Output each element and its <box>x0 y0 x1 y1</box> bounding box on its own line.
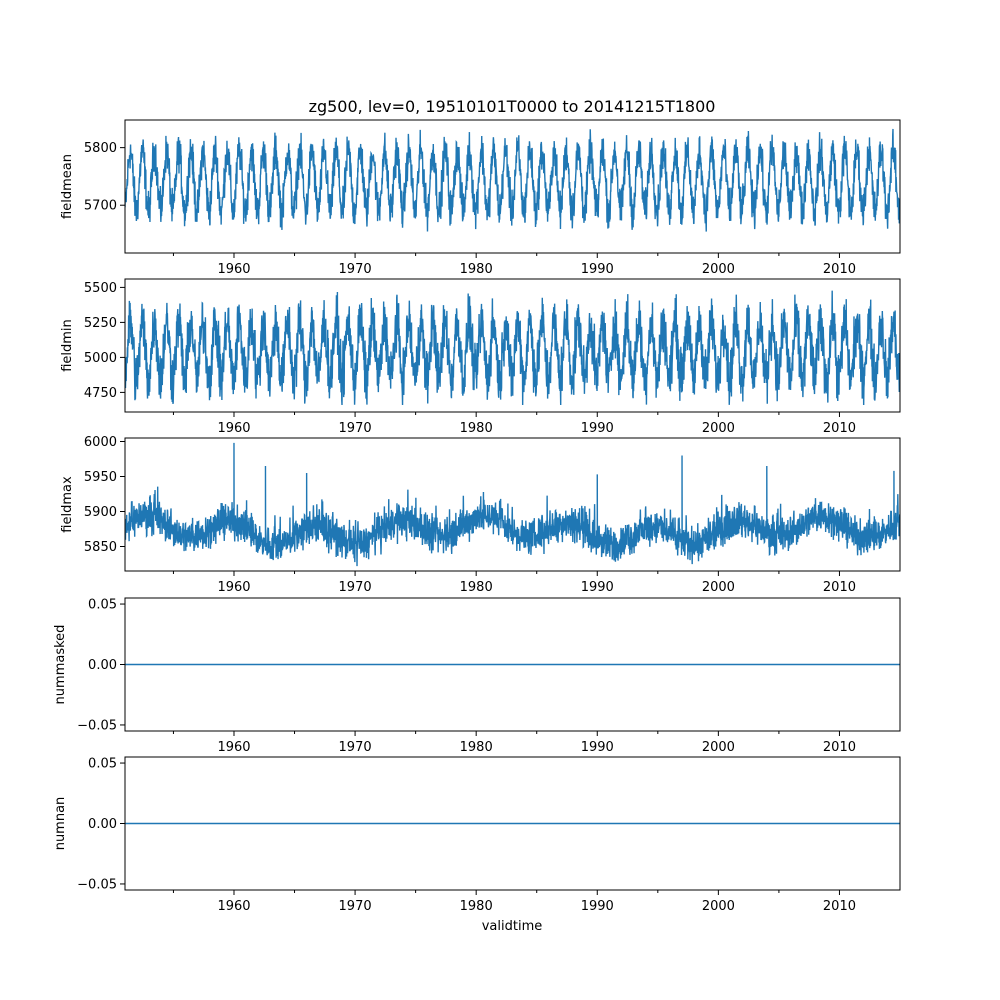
y-tick-label: 0.05 <box>88 757 117 772</box>
panel-fieldmin: 1960 1970 1980 1990 2000 2010 4750 5000 5250 5500… <box>60 278 901 436</box>
x-axis-label: validtime <box>482 919 543 934</box>
panel-numnan: 1960 1970 1980 1990 2000 2010 −0.05 0.00 0.05 num… <box>53 756 901 914</box>
x-tick-label: 2010 <box>823 421 856 436</box>
x-tick-label: 1980 <box>460 262 493 277</box>
x-tick-label: 1990 <box>581 580 614 595</box>
y-tick-label: 0.00 <box>88 658 117 673</box>
x-tick-label: 1960 <box>217 899 250 914</box>
x-tick-label: 1960 <box>217 740 250 755</box>
y-tick-label: 5500 <box>84 281 117 296</box>
y-axis-label: fieldmin <box>60 319 75 372</box>
x-tick-label: 1980 <box>460 580 493 595</box>
x-tick-label: 2010 <box>823 740 856 755</box>
y-tick-label: 5850 <box>84 540 117 555</box>
y-tick-label: −0.05 <box>77 718 117 733</box>
x-tick-label: 1980 <box>460 740 493 755</box>
y-tick-label: 5700 <box>84 199 117 214</box>
x-tick-label: 2000 <box>702 262 735 277</box>
series-line-fieldmin <box>125 290 900 406</box>
x-tick-label: 1960 <box>217 421 250 436</box>
axes-frame <box>124 437 901 572</box>
y-tick-label: 5900 <box>84 505 117 520</box>
series-line-fieldmean <box>125 128 900 232</box>
y-tick-label: 4750 <box>84 386 117 401</box>
x-tick-label: 1970 <box>339 899 372 914</box>
y-tick-label: 5000 <box>84 351 117 366</box>
x-tick-label: 2000 <box>702 421 735 436</box>
x-tick-label: 2000 <box>702 580 735 595</box>
y-axis-label: nummasked <box>53 625 68 705</box>
panel-fieldmax: 1960 1970 1980 1990 2000 2010 5850 5900 5950 6000… <box>60 435 901 595</box>
y-axis-label: fieldmean <box>60 154 75 219</box>
axes-frame <box>124 278 901 413</box>
x-tick-label: 2010 <box>823 262 856 277</box>
y-tick-label: −0.05 <box>77 877 117 892</box>
y-tick-label: 5800 <box>84 141 117 156</box>
x-tick-label: 1990 <box>581 262 614 277</box>
x-tick-label: 1990 <box>581 421 614 436</box>
x-tick-label: 2000 <box>702 740 735 755</box>
y-tick-label: 5950 <box>84 470 117 485</box>
y-tick-label: 5250 <box>84 316 117 331</box>
x-tick-label: 1980 <box>460 421 493 436</box>
x-tick-label: 1990 <box>581 740 614 755</box>
x-tick-label: 1970 <box>339 740 372 755</box>
x-tick-label: 2010 <box>823 580 856 595</box>
x-tick-label: 2000 <box>702 899 735 914</box>
x-tick-label: 2010 <box>823 899 856 914</box>
series-line-fieldmax <box>125 442 900 567</box>
axes-frame <box>124 119 901 254</box>
y-axis-label: numnan <box>53 797 68 851</box>
x-tick-label: 1960 <box>217 262 250 277</box>
x-tick-label: 1970 <box>339 580 372 595</box>
y-tick-label: 6000 <box>84 435 117 450</box>
y-tick-label: 0.05 <box>88 598 117 613</box>
y-tick-label: 0.00 <box>88 817 117 832</box>
x-tick-label: 1970 <box>339 421 372 436</box>
x-tick-label: 1980 <box>460 899 493 914</box>
x-tick-label: 1960 <box>217 580 250 595</box>
chart-title: zg500, lev=0, 19510101T0000 to 20141215T… <box>309 97 716 116</box>
panel-nummasked: 1960 1970 1980 1990 2000 2010 −0.05 0.00 0.05 num… <box>53 597 901 755</box>
x-tick-label: 1990 <box>581 899 614 914</box>
panel-fieldmean: 1960 1970 1980 1990 2000 2010 5700 5800 fieldmea… <box>60 119 901 277</box>
x-tick-label: 1970 <box>339 262 372 277</box>
y-axis-label: fieldmax <box>60 476 75 533</box>
